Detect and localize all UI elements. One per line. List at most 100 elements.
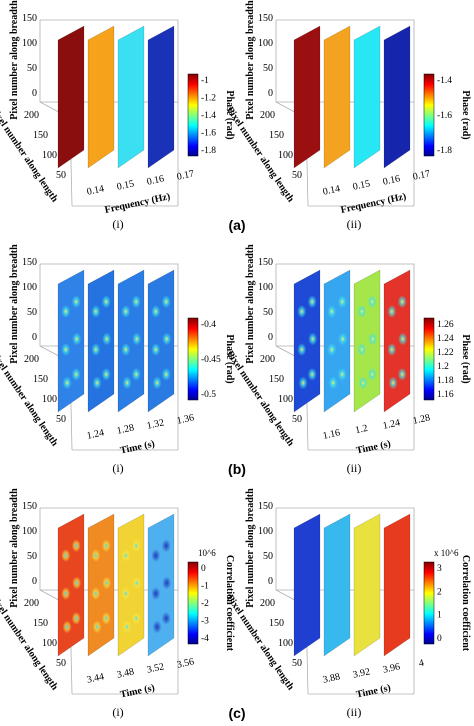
slice-spot <box>328 376 338 390</box>
colorbar-tick: -1.6 <box>201 129 216 139</box>
ztick-label: 50 <box>56 658 66 669</box>
ytick-label: 150 <box>258 13 273 24</box>
slices <box>57 513 175 657</box>
slice-spot <box>152 620 162 634</box>
axes-box <box>39 263 179 451</box>
colorbar-tick: 1.2 <box>437 362 449 372</box>
xlabel: Time (s) <box>355 439 392 457</box>
slices <box>293 513 411 657</box>
panel-label: (ii) <box>347 705 362 719</box>
x-ticks: 3.44 3.48 3.52 3.56 <box>86 656 195 685</box>
colorbar-gradient <box>187 317 199 401</box>
colorbar-tick: 1.18 <box>437 376 454 386</box>
ytick-label: 150 <box>22 257 37 268</box>
slice-spot <box>161 611 171 625</box>
colorbar-tick: -1 <box>201 76 209 86</box>
axes-box <box>275 507 415 695</box>
xlabel: Time (s) <box>355 683 392 701</box>
slice-spot <box>72 332 82 346</box>
ztick-label: 200 <box>260 354 275 365</box>
axes-box <box>275 263 415 451</box>
colorbar-label: Correlation coefficient <box>224 555 235 652</box>
ztick-label: 100 <box>278 638 293 649</box>
slice-spot <box>298 376 308 390</box>
xlabel: Time (s) <box>119 683 156 701</box>
figure-row-3: Pixel number along breadth 050100150Pixel… <box>0 488 471 721</box>
colorbar-tick: -4 <box>201 634 209 644</box>
colorbar-gradient <box>423 73 435 157</box>
slice-spot <box>397 367 407 381</box>
slice-spot <box>307 295 317 309</box>
colorbar-tick: -0.45 <box>201 355 221 365</box>
slice-spot <box>131 539 141 553</box>
x-ticks: 0.14 0.15 0.16 0.17 <box>322 168 431 197</box>
slice-spot <box>307 367 317 381</box>
xtick-label: 0.17 <box>412 168 431 182</box>
slice-spot <box>132 332 142 346</box>
slice-spot <box>101 539 111 553</box>
colorbar-label: Correlation coefficient <box>460 555 471 652</box>
slice-spot <box>91 305 101 318</box>
slice-spot <box>131 367 141 381</box>
ylabel-breadth: Pixel number along breadth <box>9 488 20 608</box>
slice-spot <box>71 539 81 553</box>
colorbar-tick: 1 <box>437 611 442 621</box>
colorbar: -1 -1.2 -1.4 -1.6 -1.8 Phase (rad) <box>187 73 235 157</box>
slice-spot <box>368 332 378 346</box>
slice-spot <box>387 305 397 318</box>
panel-1-1: Pixel number along breadth 050100150Pixel… <box>0 0 235 231</box>
row-label: (b) <box>228 461 246 477</box>
slice-spot <box>337 295 347 309</box>
colorbar-tick: -1.2 <box>201 94 216 104</box>
z-ticks: 50 100 150 200 <box>24 354 66 425</box>
z-ticks: 50 100 150 200 <box>24 110 66 181</box>
ztick-label: 100 <box>42 150 57 161</box>
slice-3 <box>353 513 381 657</box>
colorbar-label: Phase (rad) <box>460 90 471 139</box>
colorbar-tick: -1 <box>201 582 209 592</box>
ytick-label: 100 <box>258 282 273 293</box>
ztick-label: 50 <box>56 414 66 425</box>
slices <box>293 269 411 413</box>
slice-spot <box>358 376 368 390</box>
ytick-label: 100 <box>22 38 37 49</box>
colorbar-gradient <box>187 561 199 645</box>
colorbar-tick: -2 <box>201 599 209 609</box>
ytick-label: 100 <box>22 282 37 293</box>
xtick-label: 3.44 <box>86 671 105 685</box>
xtick-label: 3.48 <box>116 666 135 680</box>
colorbar-tick: 0 <box>437 634 442 644</box>
ytick-label: 50 <box>263 551 273 562</box>
ytick-label: 0 <box>32 88 37 99</box>
ytick-label: 50 <box>27 63 37 74</box>
slice-spot <box>121 305 131 318</box>
slice-spot <box>61 305 71 318</box>
ztick-label: 150 <box>269 618 284 629</box>
colorbar-label: Phase (rad) <box>460 334 471 383</box>
ytick-label: 50 <box>27 551 37 562</box>
x-ticks: 0.14 0.15 0.16 0.17 <box>86 168 195 197</box>
xtick-label: 3.96 <box>382 661 401 675</box>
ztick-label: 100 <box>278 394 293 405</box>
slice-spot <box>102 332 112 346</box>
ytick-label: 0 <box>32 332 37 343</box>
z-ticks: 50 100 150 200 <box>260 598 302 669</box>
panel-label: (i) <box>112 217 123 231</box>
xlabel: Frequency (Hz) <box>104 191 172 216</box>
slice-3 <box>117 25 145 169</box>
z-ticks: 50 100 150 200 <box>260 110 302 181</box>
z-ticks: 50 100 150 200 <box>24 598 66 669</box>
slice-spot <box>338 332 348 346</box>
slice-4 <box>383 269 411 413</box>
slice-spot <box>161 295 171 309</box>
x-ticks: 1.16 1.2 1.24 1.28 <box>322 412 431 441</box>
colorbar-tick: 2 <box>437 587 442 597</box>
slice-4 <box>147 269 175 413</box>
slice-spot <box>92 376 102 390</box>
colorbar: -1.4 -1.6 -1.8 Phase (rad) <box>423 73 471 157</box>
ylabel-breadth: Pixel number along breadth <box>245 488 256 608</box>
xtick-label: 1.28 <box>412 412 431 426</box>
slice-spot <box>161 539 171 553</box>
panel-label: (i) <box>112 461 123 475</box>
